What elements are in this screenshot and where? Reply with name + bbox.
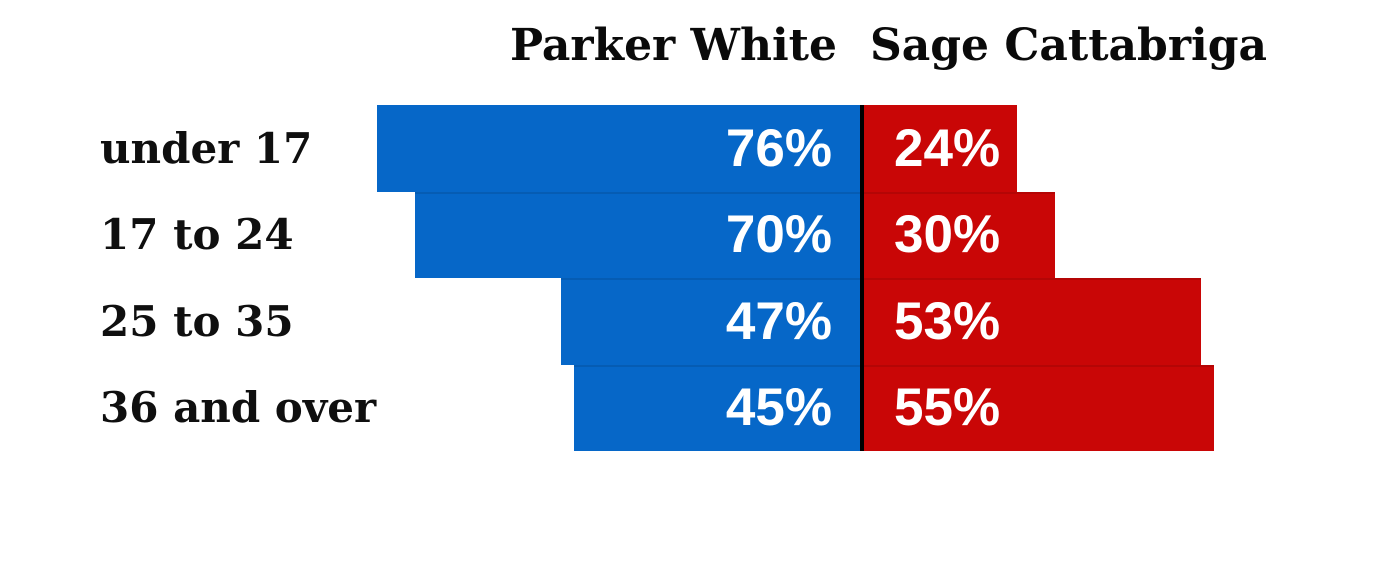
bar-parker-white: 70% [415, 191, 860, 278]
value-label-sage-cattabriga: 30% [894, 205, 1001, 265]
bar-sage-cattabriga: 53% [864, 278, 1201, 365]
bar-row: 17 to 24 70% 30% [0, 191, 1400, 278]
center-divider [860, 105, 864, 451]
bar-row: 25 to 35 47% 53% [0, 278, 1400, 365]
value-label-parker-white: 76% [725, 118, 832, 178]
bar-sage-cattabriga: 24% [864, 105, 1017, 192]
value-label-sage-cattabriga: 53% [894, 291, 1001, 351]
value-label-sage-cattabriga: 55% [894, 378, 1001, 438]
bar-row: 36 and over 45% 55% [0, 364, 1400, 451]
series-header-parker-white: Parker White [509, 20, 837, 71]
bar-parker-white: 47% [561, 278, 860, 365]
value-label-parker-white: 70% [725, 205, 832, 265]
bar-parker-white: 76% [377, 105, 860, 192]
value-label-parker-white: 45% [725, 378, 832, 438]
category-label: 17 to 24 [100, 210, 294, 260]
bar-sage-cattabriga: 55% [864, 364, 1214, 451]
category-label: 36 and over [100, 383, 377, 433]
category-label: under 17 [100, 123, 313, 173]
bar-sage-cattabriga: 30% [864, 191, 1055, 278]
bar-row: under 17 76% 24% [0, 105, 1400, 192]
value-label-parker-white: 47% [725, 291, 832, 351]
bar-parker-white: 45% [574, 364, 860, 451]
category-label: 25 to 35 [100, 296, 294, 346]
series-header-sage-cattabriga: Sage Cattabriga [870, 20, 1267, 71]
value-label-sage-cattabriga: 24% [894, 118, 1001, 178]
